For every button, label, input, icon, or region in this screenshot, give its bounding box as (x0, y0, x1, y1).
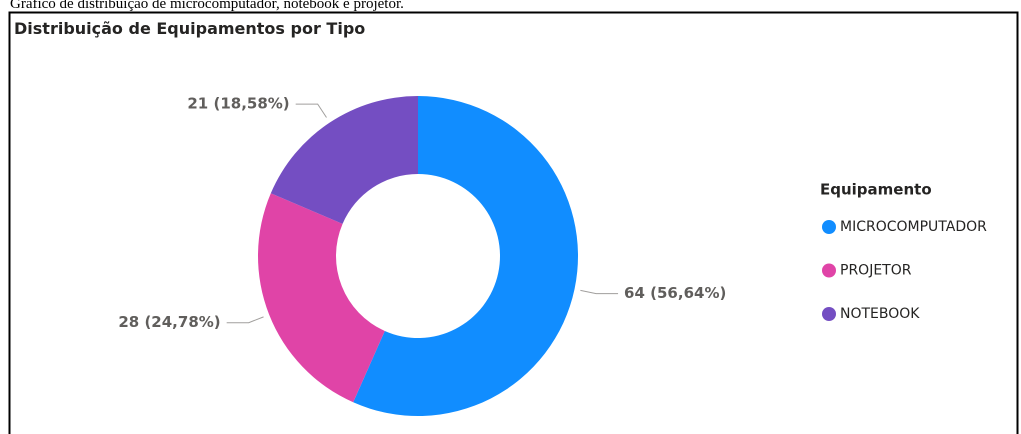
legend-label: PROJETOR (840, 263, 912, 279)
legend-marker (822, 263, 836, 278)
chart-title: Distribuição de Equipamentos por Tipo (14, 19, 365, 38)
leader-line (580, 289, 619, 295)
legend-marker (822, 220, 836, 234)
data-label: 28 (24,78%) (118, 313, 220, 331)
slice (353, 96, 578, 416)
data-label: 64 (56,64%) (624, 284, 726, 302)
slice (270, 96, 418, 224)
legend-marker (822, 307, 836, 321)
legend-label: MICROCOMPUTADOR (840, 219, 987, 235)
leader-line (295, 103, 327, 118)
data-label: 21 (18,58%) (187, 95, 289, 113)
leader-line (226, 316, 264, 324)
caption: Gráfico de distribuição de microcomputad… (10, 0, 404, 12)
legend-label: NOTEBOOK (840, 306, 920, 322)
slice (258, 193, 385, 403)
legend-title: Equipamento (820, 181, 932, 199)
